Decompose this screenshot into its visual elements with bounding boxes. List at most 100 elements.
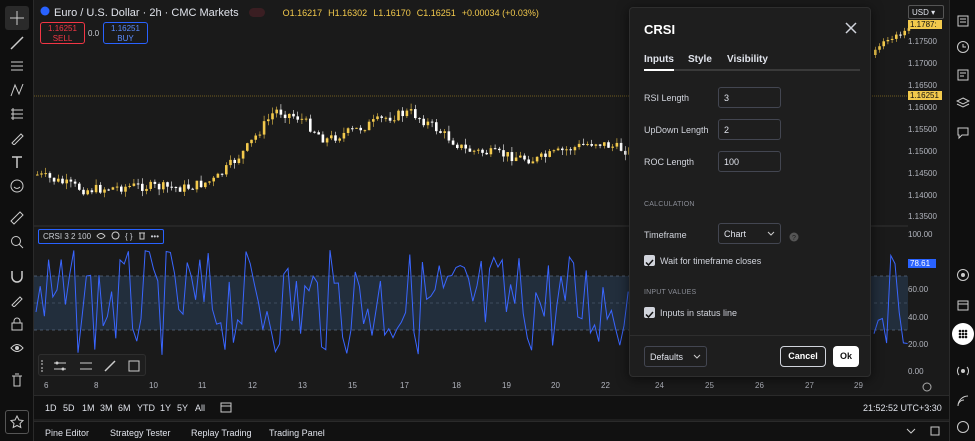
clock-timezone[interactable]: 21:52:52 UTC+3:30 [863,403,942,413]
axis-settings-icon[interactable] [922,379,932,397]
rectangle-icon[interactable] [127,359,141,378]
candle-body [132,183,136,186]
candle-body [586,144,589,146]
candle-body [615,142,619,147]
candle-body [292,113,295,117]
candle-body [882,41,885,47]
pencil-icon[interactable] [103,359,117,378]
eye-icon[interactable] [5,336,29,360]
trash-icon[interactable] [5,368,29,392]
crsi-legend[interactable]: CRSI 3 2 100 { } ••• [38,229,165,244]
lock-drawing-icon[interactable] [5,288,29,312]
cancel-button[interactable]: Cancel [780,346,826,367]
date-range-icon[interactable] [220,401,232,415]
candle-body [907,28,911,31]
price-label: 1.16000 [908,103,937,112]
chat-icon[interactable] [952,122,974,144]
lock-icon[interactable] [5,312,29,336]
currency-select[interactable]: USD ▾ [908,5,944,19]
parallel-channel-icon[interactable] [79,359,93,378]
range-5y[interactable]: 5Y [177,403,189,413]
drag-handle-icon[interactable] [41,360,45,372]
buy-button[interactable]: 1.16251 BUY [103,22,148,44]
favorites-star-icon[interactable] [5,410,29,434]
more-icon[interactable]: ••• [150,232,160,241]
horizontal-lines-icon[interactable] [5,54,29,78]
crsi-axis-label: 60.00 [908,285,929,294]
spread-value: 0.0 [88,29,100,38]
target-icon[interactable] [952,264,974,286]
tab-visibility[interactable]: Visibility [727,54,768,65]
sell-button[interactable]: 1.16251 SELL [40,22,85,44]
layers-icon[interactable] [952,92,974,114]
range-1d[interactable]: 1D [45,403,57,413]
apps-grid-icon[interactable] [952,323,974,345]
tab-replay-trading[interactable]: Replay Trading [191,428,252,438]
candle-body [296,116,299,120]
settings-gear-icon[interactable] [111,231,120,242]
broadcast-icon[interactable] [952,360,974,382]
roc-length-input[interactable]: 100 [718,151,781,172]
chevron-down-icon [767,230,775,240]
tab-pine-editor[interactable]: Pine Editor [45,428,90,438]
candle-body [208,181,211,183]
crsi-line [35,250,629,355]
help-icon[interactable] [952,416,974,438]
candle-body [69,179,73,182]
crsi-value-badge: 78.61 [908,259,936,268]
updown-length-input[interactable]: 2 [718,119,781,140]
crosshair-icon[interactable] [5,6,29,30]
range-1m[interactable]: 1M [82,403,95,413]
watchlist-icon[interactable] [952,10,974,32]
defaults-dropdown[interactable]: Defaults [644,346,707,367]
ok-button[interactable]: Ok [833,346,859,367]
pitchfork-icon[interactable] [5,78,29,102]
maximize-icon[interactable] [930,426,940,438]
range-all[interactable]: All [195,403,206,413]
time-axis-label: 6 [44,381,49,390]
collapse-chevron-icon[interactable] [906,426,916,438]
tab-trading-panel[interactable]: Trading Panel [269,428,325,438]
source-code-icon[interactable]: { } [125,232,133,241]
timeframe-select[interactable]: Chart [718,223,781,244]
emoji-icon[interactable] [5,174,29,198]
tab-inputs[interactable]: Inputs [644,54,674,65]
range-1y[interactable]: 1Y [160,403,172,413]
delete-icon[interactable] [138,231,146,242]
candle-body [187,184,190,189]
legend-close-pill[interactable] [248,8,265,17]
help-icon[interactable]: ? [789,229,799,247]
range-3m[interactable]: 3M [100,403,113,413]
candle-body [363,130,367,132]
rsi-length-label: RSI Length [644,93,690,103]
tab-style[interactable]: Style [688,54,712,65]
trend-line-icon[interactable] [5,31,29,55]
inputs-status-checkbox[interactable] [644,307,655,319]
close-icon[interactable] [844,21,858,35]
candlestick-series [36,25,911,198]
wait-timeframe-checkbox[interactable] [644,255,655,267]
brush-icon[interactable] [5,126,29,150]
rsi-length-input[interactable]: 3 [718,87,781,108]
calendar-icon[interactable] [952,294,974,316]
candle-body [325,138,329,143]
candle-body [262,121,266,135]
candle-body [141,183,144,191]
candle-body [128,185,131,187]
tab-strategy-tester[interactable]: Strategy Tester [110,428,171,438]
range-6m[interactable]: 6M [118,403,131,413]
fib-icon[interactable] [5,102,29,126]
range-5d[interactable]: 5D [63,403,75,413]
text-icon[interactable] [5,150,29,174]
ruler-icon[interactable] [5,206,29,230]
alert-clock-icon[interactable] [952,36,974,58]
signal-icon[interactable] [952,390,974,412]
news-icon[interactable] [952,64,974,86]
candle-body [233,159,236,163]
fib-tool-icon[interactable] [53,359,67,378]
zoom-icon[interactable] [5,230,29,254]
magnet-icon[interactable] [5,264,29,288]
eye-icon[interactable] [96,232,106,242]
range-ytd[interactable]: YTD [137,403,155,413]
symbol-title[interactable]: Euro / U.S. Dollar · 2h · CMC Markets [54,6,239,19]
